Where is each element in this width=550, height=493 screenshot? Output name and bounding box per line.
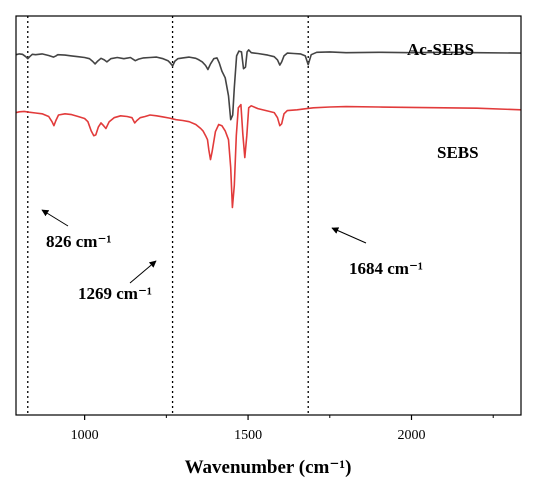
annotation-arrow-826 <box>41 209 69 227</box>
series-label-sebs: SEBS <box>437 143 479 162</box>
annotation-1684: 1684 cm⁻¹ <box>349 259 423 278</box>
series-line-sebs <box>15 103 522 209</box>
x-tick-label-2000: 2000 <box>398 428 426 443</box>
x-tick-label-1500: 1500 <box>234 428 262 443</box>
annotation-arrow-1269 <box>129 260 157 284</box>
plot-frame <box>15 15 522 416</box>
x-tick-label-1000: 1000 <box>71 428 99 443</box>
x-axis-label: Wavenumber (cm⁻¹) <box>185 457 352 478</box>
series-line-ac-sebs <box>15 49 522 121</box>
series-label-ac-sebs: Ac-SEBS <box>407 40 474 59</box>
annotation-arrow-1684 <box>331 227 367 244</box>
annotation-1269: 1269 cm⁻¹ <box>78 284 152 303</box>
annotation-826: 826 cm⁻¹ <box>46 232 112 251</box>
series-layer <box>15 49 522 209</box>
reference-lines <box>27 16 309 415</box>
x-axis: 1000 1500 2000 <box>71 415 494 443</box>
